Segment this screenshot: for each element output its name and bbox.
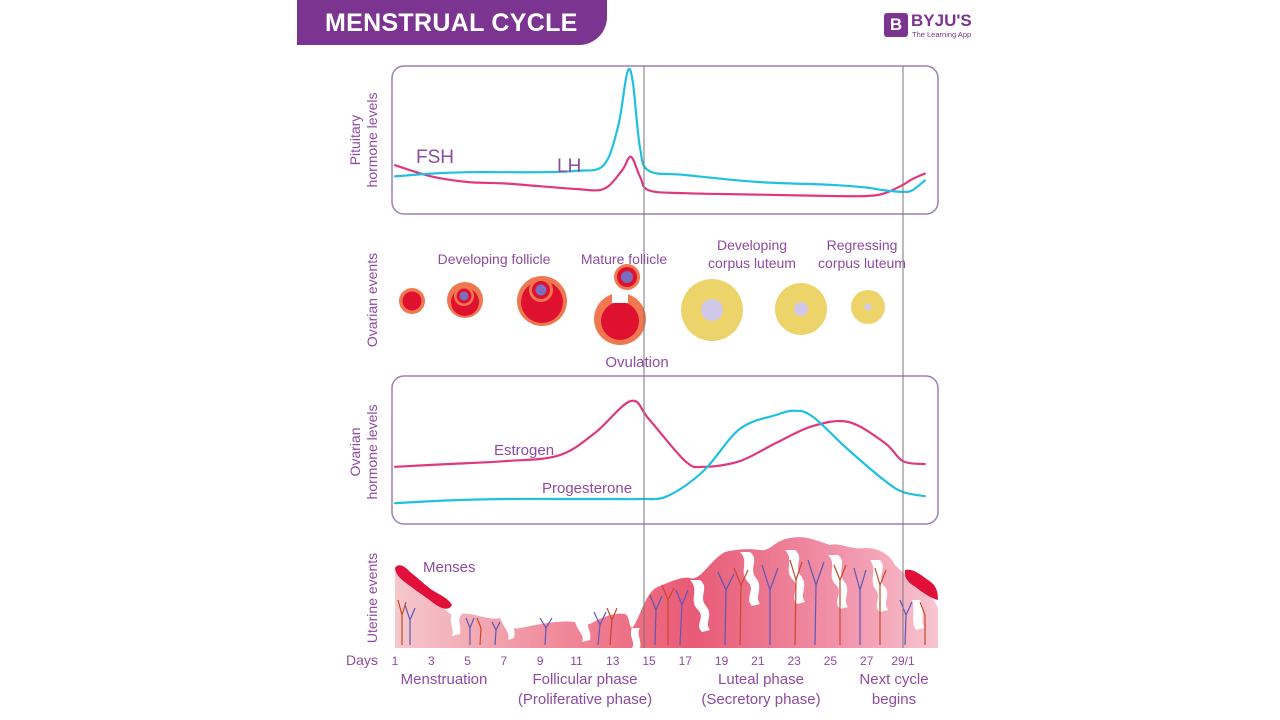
ovarian-hormone-panel-frame (391, 375, 939, 525)
phase-next-cycle-2: begins (872, 691, 916, 708)
fsh-line (393, 155, 926, 198)
logo-name: BYJU'S (911, 11, 972, 30)
phase-luteal-2: (Secretory phase) (701, 691, 820, 708)
page-title: MENSTRUAL CYCLE (325, 9, 578, 37)
lh-label: LH (557, 156, 581, 177)
phase-luteal-1: Luteal phase (718, 671, 804, 688)
day-tick-23: 23 (787, 654, 801, 668)
menses-flow-left (395, 565, 452, 609)
developing-corpus-luteum (681, 279, 743, 341)
progesterone-label: Progesterone (542, 480, 632, 497)
mature-follicle (614, 264, 640, 290)
ovarian-axis-label-2: hormone levels (364, 405, 380, 500)
day-tick-19: 19 (715, 654, 729, 668)
blood-vessels-blue (404, 559, 913, 646)
primary-follicle (447, 282, 483, 318)
ovarian-events-axis-label: Ovarian events (364, 253, 380, 347)
title-banner: MENSTRUAL CYCLE (297, 0, 607, 45)
logo-tagline: The Learning App (912, 30, 972, 39)
progesterone-line (393, 409, 926, 505)
phase-menstruation: Menstruation (401, 671, 488, 688)
day-tick-25: 25 (824, 654, 838, 668)
menses-flow-right (904, 569, 938, 600)
logo-mark-icon: B (884, 13, 908, 37)
ruptured-follicle (594, 293, 646, 345)
estrogen-label: Estrogen (494, 442, 554, 459)
ovarian-hormone-series (393, 399, 926, 505)
day-tick-21: 21 (751, 654, 765, 668)
ovulation-label: Ovulation (605, 354, 668, 371)
uterine-glands (450, 550, 924, 648)
day-tick-27: 27 (860, 654, 874, 668)
uterine-axis-label: Uterine events (364, 553, 380, 643)
pituitary-series (393, 67, 926, 198)
regressing-corpus-label-2: corpus luteum (818, 255, 906, 271)
estrogen-line (393, 399, 926, 469)
day-tick-3: 3 (428, 654, 435, 668)
primordial-follicle (399, 288, 425, 314)
endometrium (395, 537, 938, 648)
regressing-corpus-label-1: Regressing (827, 237, 898, 253)
mature-follicle-label: Mature follicle (581, 251, 668, 267)
menses-label: Menses (423, 559, 476, 576)
day-tick-29-1: 29/1 (891, 654, 915, 668)
secondary-follicle (517, 276, 567, 326)
fsh-label: FSH (416, 147, 454, 168)
endometrium-tissue (395, 537, 938, 648)
day-tick-7: 7 (501, 654, 508, 668)
phase-follicular-2: (Proliferative phase) (518, 691, 652, 708)
day-tick-5: 5 (464, 654, 471, 668)
days-axis-label: Days (346, 652, 378, 668)
ovarian-axis-label-1: Ovarian (347, 427, 363, 476)
regressing-corpus-luteum (851, 290, 885, 324)
day-tick-11: 11 (570, 654, 583, 668)
developing-corpus-label-1: Developing (717, 237, 787, 253)
pituitary-panel-frame (391, 65, 939, 215)
day-tick-1: 1 (392, 654, 399, 668)
lh-line (393, 67, 926, 193)
blood-vessels-red (397, 559, 926, 646)
phase-next-cycle-1: Next cycle (859, 671, 928, 688)
day-tick-15: 15 (642, 654, 656, 668)
developing-follicle-label: Developing follicle (438, 251, 551, 267)
day-ticks: 1 3 5 7 9 11 13 15 17 19 21 23 25 27 29/1 (392, 654, 915, 668)
phase-follicular-1: Follicular phase (532, 671, 637, 688)
developing-corpus-label-2: corpus luteum (708, 255, 796, 271)
day-tick-9: 9 (537, 654, 544, 668)
day-tick-13: 13 (606, 654, 620, 668)
mature-corpus-luteum (775, 283, 827, 335)
pituitary-axis-label-1: Pituitary (347, 115, 363, 166)
pituitary-axis-label-2: hormone levels (364, 93, 380, 188)
day-tick-17: 17 (679, 654, 693, 668)
